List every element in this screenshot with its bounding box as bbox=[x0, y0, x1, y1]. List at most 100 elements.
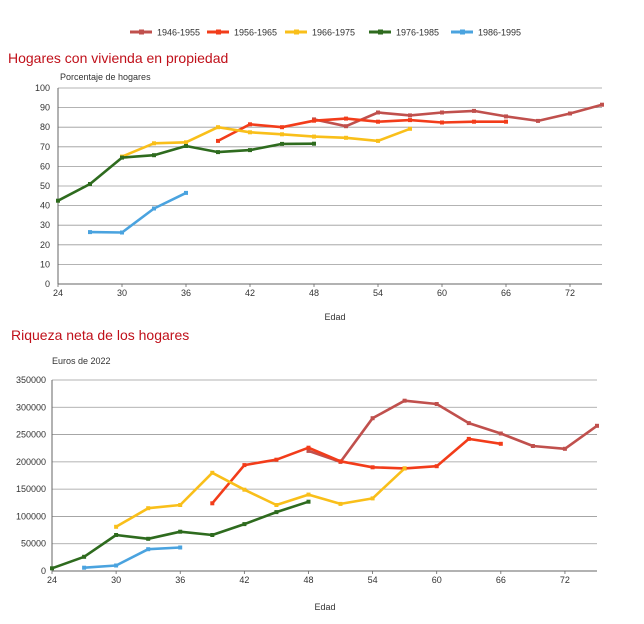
chart2-ytick-300000: 300000 bbox=[16, 402, 46, 412]
legend-label-1956-1965: 1956-1965 bbox=[234, 28, 277, 38]
chart1-point-1976-1985-27 bbox=[88, 182, 92, 186]
chart2-xtick-72: 72 bbox=[560, 575, 570, 585]
chart1-xtick-66: 66 bbox=[501, 288, 511, 298]
chart2-xtick-36: 36 bbox=[175, 575, 185, 585]
chart2-point-1976-1985-42 bbox=[242, 522, 247, 527]
chart2-point-1956-1965-63 bbox=[466, 436, 471, 441]
chart1-xtick-48: 48 bbox=[309, 288, 319, 298]
legend-marker-1946-1955 bbox=[139, 29, 144, 35]
chart1-point-1966-1975-57 bbox=[408, 126, 412, 131]
chart2-point-1976-1985-27 bbox=[82, 554, 87, 559]
chart2-point-1956-1965-66 bbox=[498, 441, 503, 446]
chart1-point-1966-1975-48 bbox=[312, 134, 316, 139]
chart2-ytick-250000: 250000 bbox=[16, 430, 46, 440]
chart2-point-1956-1965-48 bbox=[306, 445, 311, 450]
chart2-point-1946-1955-66 bbox=[498, 431, 503, 436]
chart1-point-1956-1965-63 bbox=[472, 119, 476, 124]
chart1-point-1986-1995-30 bbox=[120, 230, 124, 235]
chart1-point-1976-1985-33 bbox=[152, 153, 156, 158]
chart1-point-1976-1985-39 bbox=[216, 150, 220, 155]
chart1-point-1946-1955-57 bbox=[408, 113, 412, 118]
chart2-xtick-30: 30 bbox=[111, 575, 121, 585]
legend-marker-1976-1985 bbox=[378, 29, 383, 35]
chart2-ytick-0: 0 bbox=[41, 566, 46, 576]
chart2-title: Riqueza neta de los hogares bbox=[11, 327, 189, 343]
chart1-point-1946-1955-72 bbox=[568, 111, 572, 116]
chart2-series-line-1976-1985 bbox=[50, 500, 310, 570]
chart1-xlabel: Edad bbox=[324, 312, 345, 322]
chart1-point-1966-1975-33 bbox=[152, 141, 156, 146]
chart2-point-1976-1985-33 bbox=[146, 536, 151, 541]
chart2-xtick-66: 66 bbox=[496, 575, 506, 585]
chart2-point-1956-1965-60 bbox=[434, 464, 439, 469]
chart2-point-1946-1955-63 bbox=[466, 421, 471, 426]
chart1-ytick-100: 100 bbox=[35, 83, 50, 93]
chart2-point-1956-1965-51 bbox=[338, 459, 343, 464]
chart1-point-1986-1995-36 bbox=[184, 190, 188, 195]
chart2-point-1966-1975-48 bbox=[306, 492, 311, 497]
chart1-xtick-42: 42 bbox=[245, 288, 255, 298]
chart1-point-1966-1975-36 bbox=[184, 140, 188, 145]
chart1-xtick-72: 72 bbox=[565, 288, 575, 298]
chart1-point-1946-1955-66 bbox=[504, 114, 508, 119]
chart2-point-1956-1965-54 bbox=[370, 465, 375, 470]
legend-label-1986-1995: 1986-1995 bbox=[478, 28, 521, 38]
chart1-point-1966-1975-39 bbox=[216, 125, 220, 130]
chart1-ylabel: Porcentaje de hogares bbox=[60, 72, 151, 82]
chart2-xtick-54: 54 bbox=[368, 575, 378, 585]
chart1-point-1946-1955-60 bbox=[440, 110, 444, 115]
chart2-xtick-42: 42 bbox=[239, 575, 249, 585]
chart1-ytick-0: 0 bbox=[45, 279, 50, 289]
chart2-point-1976-1985-39 bbox=[210, 533, 215, 537]
chart1-series-line-1986-1995 bbox=[88, 191, 188, 234]
chart1-ytick-80: 80 bbox=[40, 122, 50, 132]
chart1-series-line-1956-1965 bbox=[216, 117, 508, 143]
chart1-point-1946-1955-51 bbox=[344, 124, 348, 129]
chart1-ytick-90: 90 bbox=[40, 103, 50, 113]
chart1-point-1956-1965-39 bbox=[216, 138, 220, 143]
chart2-xtick-48: 48 bbox=[303, 575, 313, 585]
chart2-point-1986-1995-36 bbox=[178, 545, 183, 550]
legend-label-1966-1975: 1966-1975 bbox=[312, 28, 355, 38]
chart1-point-1976-1985-30 bbox=[120, 155, 124, 160]
chart1-point-1956-1965-54 bbox=[376, 119, 380, 124]
legend-marker-1966-1975 bbox=[294, 29, 299, 35]
chart2-point-1976-1985-48 bbox=[306, 499, 311, 504]
chart1-point-1986-1995-27 bbox=[88, 230, 92, 235]
chart1-series-line-1966-1975 bbox=[120, 125, 412, 158]
chart2-point-1976-1985-36 bbox=[178, 529, 183, 534]
chart1-point-1946-1955-63 bbox=[472, 108, 476, 113]
chart1-point-1956-1965-51 bbox=[344, 116, 348, 121]
chart1-xtick-36: 36 bbox=[181, 288, 191, 298]
chart2-point-1946-1955-54 bbox=[370, 416, 375, 421]
chart2-point-1966-1975-45 bbox=[274, 503, 279, 507]
chart2-point-1946-1955-69 bbox=[530, 444, 535, 448]
chart2-ytick-200000: 200000 bbox=[16, 457, 46, 467]
chart2-point-1976-1985-45 bbox=[274, 510, 279, 515]
chart2-ylabel: Euros de 2022 bbox=[52, 356, 111, 366]
chart1-point-1956-1965-66 bbox=[504, 119, 508, 124]
chart2-point-1986-1995-30 bbox=[114, 563, 119, 568]
chart2-point-1966-1975-42 bbox=[242, 487, 247, 492]
chart2-ytick-350000: 350000 bbox=[16, 375, 46, 385]
chart2-ytick-100000: 100000 bbox=[16, 511, 46, 521]
chart2-point-1966-1975-33 bbox=[146, 506, 151, 511]
chart2-point-1966-1975-30 bbox=[114, 524, 119, 529]
chart1-point-1966-1975-42 bbox=[248, 130, 252, 135]
chart2-plot: 0 50000 100000 150000 200000 250000 300000 3500… bbox=[16, 375, 599, 585]
chart1-point-1966-1975-51 bbox=[344, 135, 348, 140]
chart2-series-line-1966-1975 bbox=[114, 467, 406, 529]
legend: 1946-1955 1956-1965 1966-1975 1976-1985 1986… bbox=[130, 28, 521, 38]
chart2-point-1986-1995-33 bbox=[146, 547, 151, 552]
chart2-xtick-60: 60 bbox=[432, 575, 442, 585]
chart1-point-1976-1985-48 bbox=[312, 141, 316, 146]
chart1-point-1956-1965-48 bbox=[312, 118, 316, 123]
chart1-point-1976-1985-42 bbox=[248, 148, 252, 153]
chart2-point-1946-1955-72 bbox=[562, 446, 567, 451]
chart1-ytick-10: 10 bbox=[40, 259, 50, 269]
chart1-point-1956-1965-60 bbox=[440, 120, 444, 125]
chart2-ytick-150000: 150000 bbox=[16, 484, 46, 494]
chart2-series-line-1986-1995 bbox=[82, 546, 182, 570]
legend-label-1946-1955: 1946-1955 bbox=[157, 28, 200, 38]
